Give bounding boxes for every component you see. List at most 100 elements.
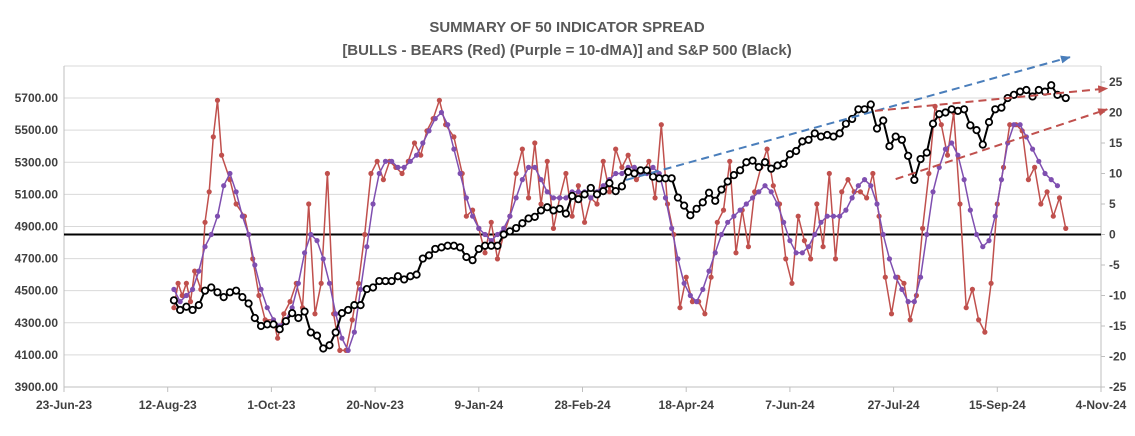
data-point: [886, 256, 893, 262]
data-point: [563, 170, 569, 177]
data-point: [213, 288, 222, 297]
data-point: [575, 189, 581, 195]
data-point: [592, 190, 602, 199]
data-point: [469, 213, 476, 219]
data-point: [207, 283, 216, 292]
left-tick-label: 5100.00: [15, 187, 59, 201]
data-point: [992, 213, 998, 219]
data-point: [555, 204, 564, 213]
data-point: [969, 286, 976, 292]
data-point: [837, 213, 843, 219]
data-point: [973, 231, 980, 238]
trend-arrow: [625, 55, 1071, 181]
data-point: [619, 164, 625, 170]
data-point: [169, 296, 179, 305]
data-point: [188, 305, 197, 315]
data-point: [749, 195, 756, 201]
x-tick-label: 4-Nov-24: [1076, 398, 1127, 412]
data-point: [911, 299, 917, 305]
data-point: [681, 280, 687, 286]
data-point: [1048, 177, 1054, 183]
data-point: [599, 187, 608, 196]
right-tick-label: -10: [1109, 289, 1127, 303]
data-point: [829, 132, 838, 141]
data-point: [206, 189, 212, 195]
data-point: [764, 146, 770, 152]
data-point: [550, 225, 557, 231]
data-point: [944, 152, 951, 158]
data-point: [966, 121, 975, 130]
data-point: [712, 250, 718, 256]
data-point: [221, 183, 227, 189]
x-tick-label: 20-Nov-23: [346, 398, 404, 412]
data-point: [250, 313, 259, 323]
data-point: [631, 164, 637, 170]
data-point: [525, 164, 532, 170]
left-axis-ticks: 3900.00 4100.00 4300.00 4500.00 4700.00 4900.…: [15, 91, 59, 394]
data-point: [183, 292, 189, 299]
data-point: [413, 152, 420, 158]
data-point: [917, 274, 924, 280]
data-point: [462, 252, 471, 262]
data-point: [1017, 122, 1023, 128]
data-point: [920, 225, 926, 231]
data-point: [1022, 85, 1031, 95]
data-point: [574, 195, 583, 204]
data-point: [700, 286, 706, 292]
left-tick-label: 4900.00: [15, 219, 59, 233]
data-point: [942, 146, 949, 152]
data-point: [319, 344, 328, 353]
data-point: [355, 280, 362, 286]
data-point: [795, 213, 801, 219]
data-point: [723, 177, 732, 186]
data-point: [731, 213, 737, 219]
data-point: [961, 177, 967, 183]
data-point: [866, 100, 875, 109]
data-point: [910, 175, 919, 185]
data-point: [187, 299, 194, 305]
data-point: [1044, 189, 1050, 195]
data-point: [1061, 93, 1070, 103]
x-tick-label: 18-Apr-24: [659, 398, 715, 412]
data-point: [820, 244, 826, 250]
data-point: [344, 305, 353, 315]
data-point: [768, 189, 774, 195]
data-point: [171, 305, 177, 311]
data-point: [687, 292, 693, 299]
data-point: [368, 283, 378, 292]
data-point: [239, 213, 245, 219]
data-point: [357, 286, 364, 292]
data-point: [704, 188, 714, 197]
data-point: [399, 170, 405, 177]
data-point: [762, 183, 768, 189]
data-point: [331, 328, 340, 337]
data-point: [395, 164, 401, 170]
data-point: [364, 244, 370, 250]
data-point: [885, 142, 894, 151]
right-tick-label: -15: [1109, 319, 1127, 333]
data-point: [826, 170, 832, 177]
data-point: [849, 195, 855, 201]
data-point: [538, 177, 544, 183]
series-layer: [169, 81, 1070, 353]
data-point: [202, 219, 208, 225]
data-point: [177, 299, 183, 305]
data-point: [613, 170, 619, 177]
data-point: [219, 293, 228, 302]
data-point: [214, 97, 221, 103]
data-point: [233, 201, 239, 207]
data-point: [389, 158, 395, 164]
data-point: [882, 274, 888, 280]
data-point: [774, 201, 781, 207]
data-point: [356, 301, 365, 310]
data-point: [926, 170, 932, 177]
data-point: [949, 140, 955, 146]
left-tick-label: 4300.00: [15, 316, 59, 330]
data-point: [600, 158, 606, 164]
data-point: [667, 174, 676, 183]
data-point: [1011, 122, 1017, 128]
data-point: [736, 166, 745, 175]
data-point: [463, 195, 469, 201]
data-point: [904, 151, 913, 160]
data-point: [494, 231, 501, 238]
